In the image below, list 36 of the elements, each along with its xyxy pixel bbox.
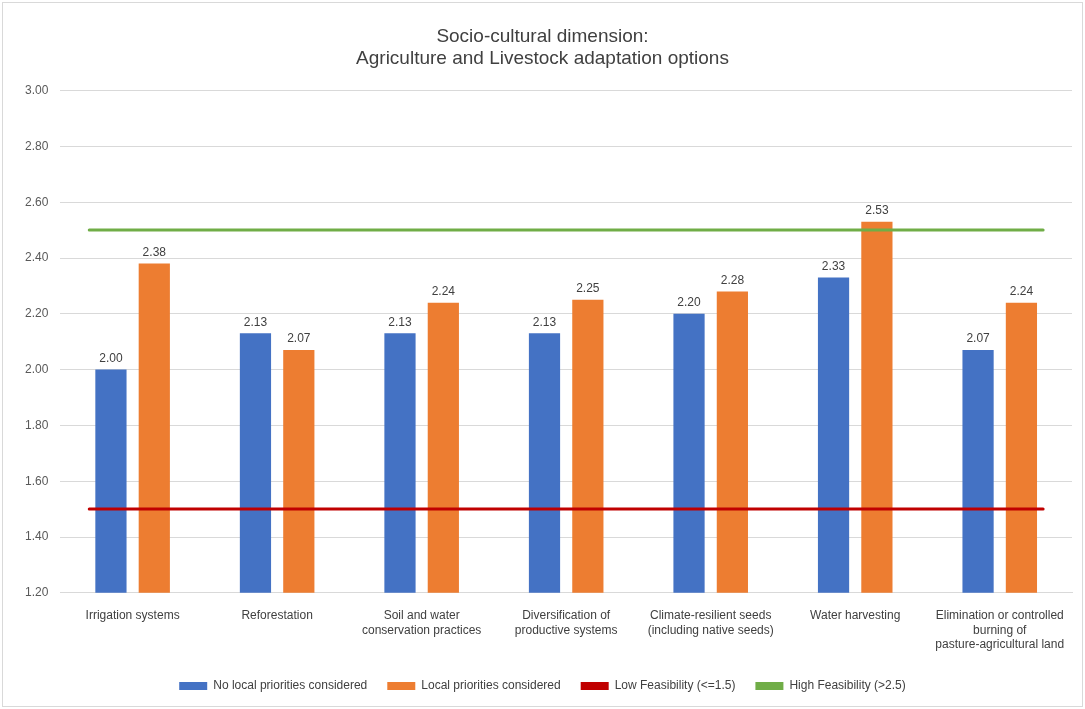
data-label: 2.13: [532, 314, 557, 329]
data-label: 2.38: [142, 244, 167, 259]
data-label: 2.07: [287, 331, 311, 346]
legend-label: Low Feasibility (<=1.5): [614, 678, 736, 693]
x-tick-label: Climate-resilient seeds (including native seeds): [647, 608, 774, 637]
data-label: 2.07: [966, 331, 991, 346]
legend-label: High Feasibility (>2.5): [789, 678, 906, 693]
x-tick-label: Water harvesting: [810, 608, 901, 623]
data-label: 2.24: [431, 283, 456, 298]
legend-label: Local priorities considered: [421, 678, 561, 693]
x-tick-label: Elimination or controlled burning of pasture-agricultural land: [935, 608, 1065, 652]
data-label: 2.25: [576, 281, 600, 296]
y-tick-label: 2.60: [25, 194, 49, 209]
y-tick-label: 2.40: [25, 250, 49, 265]
data-label: 2.24: [1009, 283, 1034, 298]
y-tick-label: 1.60: [25, 473, 49, 488]
data-label: 2.33: [821, 258, 846, 273]
y-tick-label: 1.20: [25, 585, 49, 600]
data-label: 2.13: [243, 314, 268, 329]
data-label: 2.28: [720, 272, 745, 287]
x-tick-label: Irrigation systems: [85, 608, 180, 623]
y-tick-label: 2.80: [25, 138, 49, 153]
data-label: 2.53: [865, 203, 889, 218]
chart-title: Socio-cultural dimension: Agriculture and Livestock adaptation options: [356, 24, 729, 69]
y-tick-label: 3.00: [25, 82, 49, 97]
y-tick-label: 1.80: [25, 417, 49, 432]
x-tick-label: Reforestation: [241, 608, 313, 623]
x-tick-label: Soil and water conservation practices: [361, 608, 482, 637]
y-tick-label: 1.40: [25, 529, 49, 544]
y-tick-label: 2.00: [25, 361, 49, 376]
data-label: 2.13: [388, 314, 412, 329]
legend-label: No local priorities considered: [213, 678, 368, 693]
x-tick-label: Diversification of productive systems: [514, 608, 618, 637]
y-tick-label: 2.20: [25, 306, 49, 321]
data-label: 2.20: [677, 295, 702, 310]
data-label: 2.00: [99, 350, 123, 365]
